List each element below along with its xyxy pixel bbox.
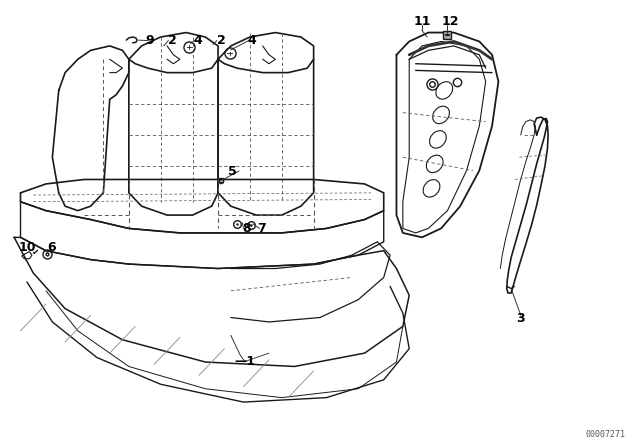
Text: 8: 8	[243, 222, 251, 235]
Text: 4: 4	[193, 34, 202, 47]
Text: 11: 11	[413, 15, 431, 28]
Text: 6: 6	[47, 241, 56, 254]
Text: —1: —1	[234, 355, 255, 368]
Text: 3: 3	[516, 312, 525, 325]
Text: 12: 12	[442, 15, 460, 28]
Text: 10: 10	[18, 241, 36, 254]
Text: 2: 2	[217, 34, 226, 47]
Text: 5: 5	[228, 164, 236, 177]
Text: 9: 9	[145, 34, 154, 47]
Text: 4: 4	[248, 34, 256, 47]
Text: 2: 2	[168, 34, 177, 47]
Text: 7: 7	[257, 222, 266, 235]
Text: 00007271: 00007271	[586, 430, 626, 439]
